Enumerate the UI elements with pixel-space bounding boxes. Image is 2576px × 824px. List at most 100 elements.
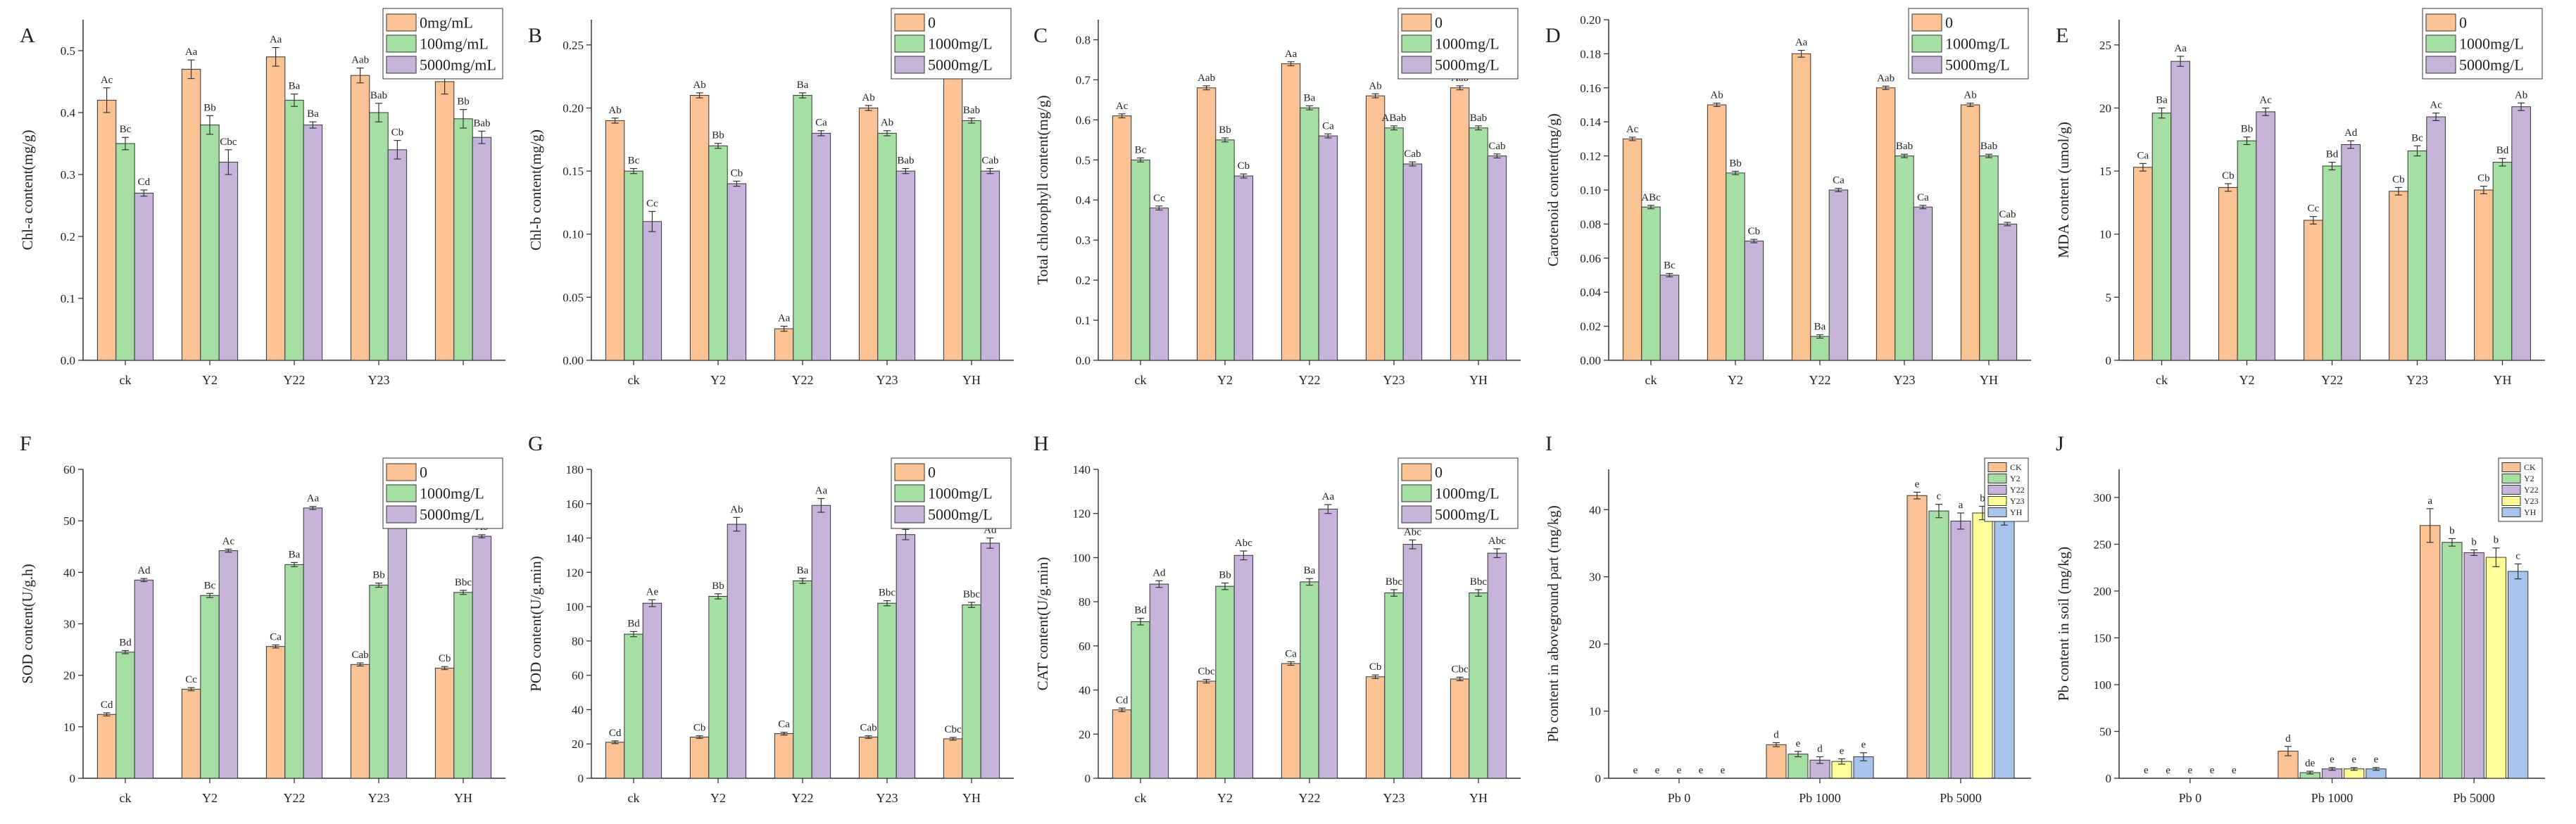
bar [284,99,304,361]
bar [1281,663,1301,779]
y-axis-title: Pb content in soil (mg/kg) [2055,547,2072,701]
y-tick-label: 15 [2099,165,2111,178]
significance-label: Cbc [1198,666,1216,678]
significance-label: Aa [778,313,791,324]
bar [1215,139,1235,361]
y-tick-label: 200 [2094,585,2112,598]
y-tick-label: 0.20 [563,101,584,115]
legend-label: 5000mg/L [928,56,993,74]
significance-label: e [1655,765,1660,776]
panel-i: I 0 10 20 30 40 Pb content in aboveground part… [1545,432,2031,805]
significance-label: Cc [2308,203,2320,215]
significance-label: Ba [797,80,809,91]
bar [2420,525,2441,779]
y-tick-label: 20 [572,737,584,751]
significance-label: Cc [646,198,658,209]
x-tick-label: Y22 [1299,791,1321,805]
bar [115,143,135,361]
legend-label: 100mg/mL [420,35,489,53]
legend-swatch [2501,496,2521,506]
significance-label: Ba [307,108,319,120]
x-tick-label: ck [120,373,132,387]
y-tick-label: 80 [572,635,584,648]
legend-label: 5000mg/L [1435,506,1500,524]
bar [265,646,286,779]
legend-swatch [2425,13,2456,32]
significance-label: Bb [712,130,724,141]
bar [1997,223,2018,361]
bar [1726,172,1745,361]
bar [134,579,154,779]
bar [727,183,747,361]
significance-label: Aab [1198,72,1215,84]
x-tick-label: YH [962,373,981,387]
legend: 0 1000mg/L 5000mg/L [891,8,1012,80]
significance-label: Ca [1833,175,1845,186]
y-tick-label: 0.04 [1580,286,1601,299]
bar [708,595,728,779]
legend-label: 5000mg/L [1435,56,1500,74]
y-tick-label: 60 [572,669,584,683]
y-tick-label: 0.12 [1580,150,1601,163]
panel-c: C 0.0 0.1 0.2 0.3 0.4 0.5 0.6 0.7 0.8 Total chloro… [1033,8,1521,387]
panel-f: F 0 10 20 30 40 50 60 SOD content(U/g.h) ck Cd Bd Ad… [19,432,505,805]
y-tick-label: 20 [63,669,75,683]
legend-label: YH [2010,507,2023,517]
significance-label: Ab [2515,89,2527,101]
x-tick-label: Y22 [792,373,814,387]
legend-swatch [1401,505,1432,524]
bar [1906,495,1928,779]
y-axis-title: SOD content(U/g.h) [19,564,36,683]
significance-label: Cb [2392,174,2405,185]
significance-label: Ae [646,586,659,597]
x-tick-label: Y23 [877,791,898,805]
bar [1788,754,1809,779]
y-tick-label: 0.3 [1076,234,1091,247]
significance-label: Ba [289,549,301,560]
bar [811,505,831,779]
significance-label: Ba [1304,565,1316,576]
bar [962,604,981,779]
y-tick-label: 60 [1079,640,1091,653]
bar [350,664,370,779]
y-tick-label: 60 [63,463,75,476]
significance-label: e [2232,765,2237,776]
significance-label: Aa [1285,49,1298,60]
bar [2341,144,2361,361]
bar [896,534,916,779]
bar [1300,581,1319,779]
y-tick-label: 50 [2099,725,2111,738]
panel-letter: G [528,432,544,455]
legend-label: 1000mg/L [928,35,993,53]
bar [1744,241,1764,361]
bar [858,107,879,361]
significance-label: Ad [2344,127,2358,139]
y-tick-label: 300 [2094,491,2112,505]
significance-label: Bab [1980,141,1997,152]
significance-label: Cb [1369,661,1382,673]
legend: 0 1000mg/L 5000mg/L [382,457,503,529]
significance-label: Ba [797,565,809,576]
y-tick-label: 0.20 [1580,13,1601,27]
significance-label: Bbc [455,577,472,588]
significance-label: e [1677,765,1682,776]
legend-label: Y22 [2010,485,2025,495]
x-tick-label: Y22 [1809,373,1831,387]
significance-label: Ca [2137,150,2149,161]
bar [793,95,812,361]
bar [943,738,963,779]
y-tick-label: 0 [1085,772,1091,785]
x-tick-label: Y2 [202,373,218,387]
significance-label: Ab [1369,80,1381,91]
significance-label: Cbc [220,137,237,148]
y-tick-label: 0.14 [1580,115,1601,129]
y-tick-label: 0.00 [563,354,584,367]
significance-label: Bb [1219,125,1231,136]
legend-swatch [2425,56,2456,74]
legend-label: 0 [420,464,427,481]
significance-label: Bb [203,102,216,113]
bar [896,170,916,361]
bar [434,667,455,779]
bar [1641,206,1661,361]
bar [877,132,897,361]
